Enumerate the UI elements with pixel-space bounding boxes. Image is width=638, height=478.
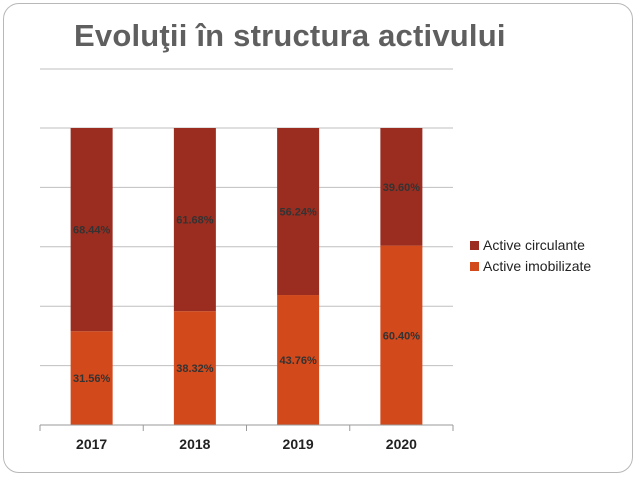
slide-title: Evoluţii în structura activului: [74, 18, 506, 53]
data-label: 38.32%: [176, 363, 214, 375]
x-tick-label: 2020: [386, 436, 417, 452]
data-label: 60.40%: [383, 330, 421, 342]
bar-active-circulante-2019: [277, 128, 320, 296]
bar-active-circulante-2018: [173, 128, 216, 312]
bar-active-imobilizate-2020: [380, 245, 423, 425]
x-axis: 2017 2018 2019 2020: [39, 424, 454, 452]
x-tick-label: 2018: [179, 436, 210, 452]
legend: Active circulante Active imobilizate: [470, 237, 591, 274]
data-label: 61.68%: [176, 215, 214, 227]
data-label: 56.24%: [279, 207, 317, 219]
bar-active-circulante-2017: [70, 128, 113, 332]
legend-swatch: [470, 241, 479, 250]
bar-active-circulante-2020: [380, 128, 423, 246]
x-tick-label: 2017: [76, 436, 107, 452]
data-label: 43.76%: [279, 355, 317, 367]
data-labels: 31.56% 68.44% 38.32% 61.68% 43.76% 56.24% 60.4…: [73, 182, 420, 385]
bar-active-imobilizate-2019: [277, 295, 320, 425]
bars: [70, 128, 423, 425]
data-label: 68.44%: [73, 225, 111, 237]
legend-swatch: [470, 262, 479, 271]
x-tick-label: 2019: [283, 436, 314, 452]
legend-label: Active circulante: [483, 237, 585, 253]
bar-active-imobilizate-2017: [70, 331, 113, 425]
data-label: 39.60%: [383, 182, 421, 194]
data-label: 31.56%: [73, 373, 111, 385]
bar-active-imobilizate-2018: [173, 311, 216, 425]
legend-label: Active imobilizate: [483, 258, 591, 274]
